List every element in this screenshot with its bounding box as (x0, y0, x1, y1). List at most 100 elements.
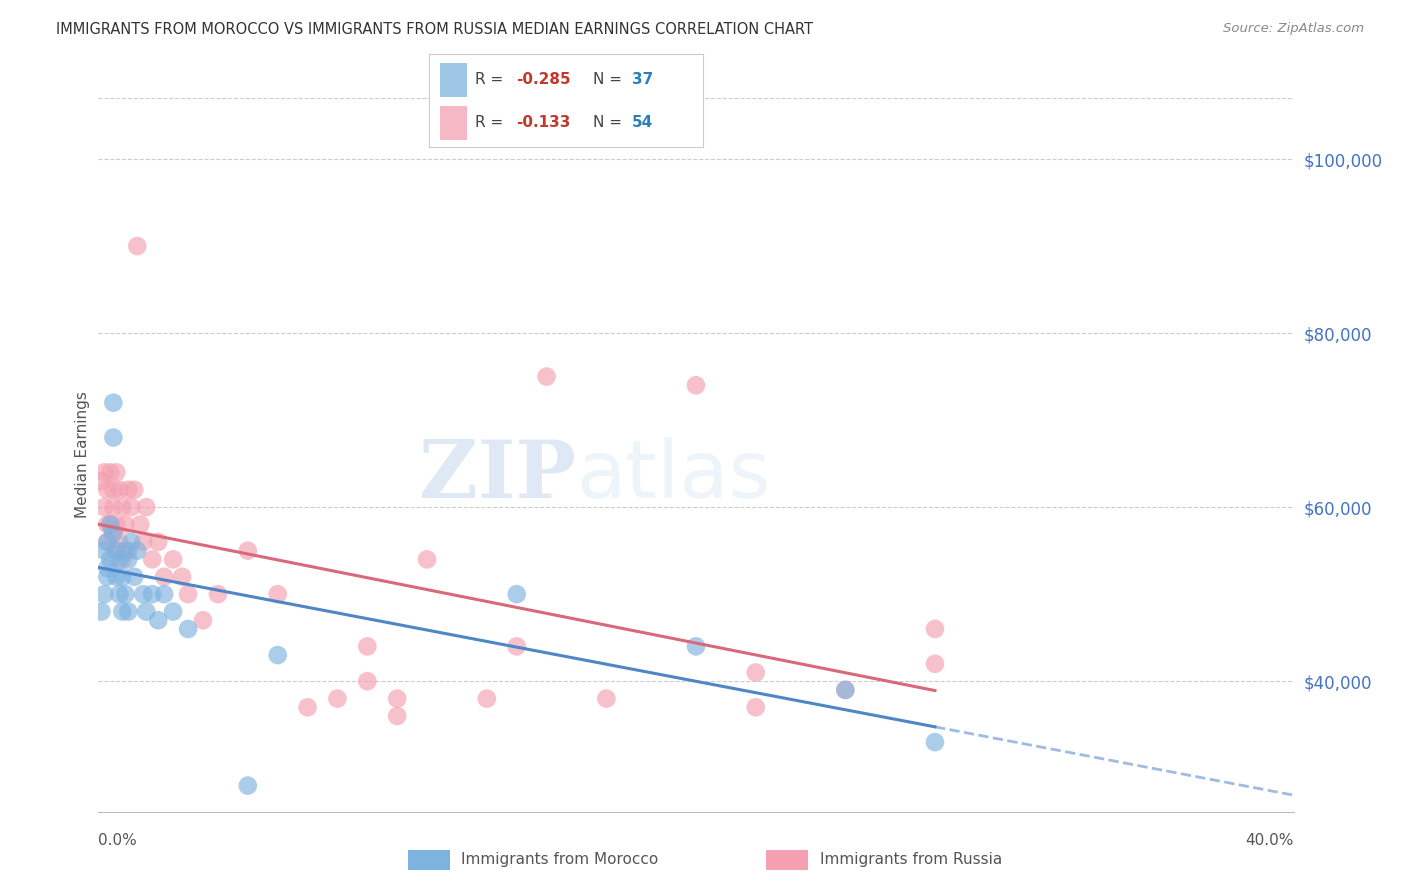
Point (96, 535, 118, 549)
Point (117, 605, 139, 619)
Point (924, 622, 946, 636)
Point (111, 605, 134, 619)
Point (96, 517, 118, 532)
Point (120, 500, 142, 515)
Point (191, 613, 214, 627)
Point (100, 466, 122, 480)
Point (127, 239, 149, 253)
Point (685, 640, 707, 654)
Point (100, 552, 122, 566)
Point (111, 552, 134, 566)
Point (108, 483, 131, 497)
Point (103, 500, 125, 515)
Text: Source: ZipAtlas.com: Source: ZipAtlas.com (1223, 22, 1364, 36)
Point (416, 552, 439, 566)
Point (834, 682, 856, 697)
Point (162, 605, 184, 619)
Point (105, 543, 128, 558)
Point (177, 587, 200, 601)
Point (120, 535, 142, 549)
Point (108, 552, 131, 566)
Text: N =: N = (593, 72, 627, 87)
Point (114, 543, 136, 558)
Point (685, 378, 707, 392)
Point (172, 570, 194, 584)
Point (834, 682, 856, 697)
Point (93, 500, 115, 515)
Point (105, 543, 128, 558)
Bar (440, 106, 467, 140)
Point (385, 709, 409, 723)
Point (114, 517, 136, 532)
Point (267, 648, 290, 662)
Point (105, 517, 128, 532)
Y-axis label: Median Earnings: Median Earnings (75, 392, 90, 518)
Point (177, 622, 200, 636)
Point (96, 570, 118, 584)
Point (135, 500, 157, 515)
Point (103, 483, 125, 497)
Point (385, 691, 409, 706)
Point (148, 535, 170, 549)
Point (96, 561, 118, 575)
Text: ZIP: ZIP (419, 437, 576, 516)
Point (326, 691, 349, 706)
Bar (440, 63, 467, 96)
Point (93, 543, 115, 558)
Point (100, 517, 122, 532)
Text: -0.133: -0.133 (516, 115, 571, 130)
Point (236, 779, 259, 793)
Point (100, 517, 122, 532)
Text: 54: 54 (631, 115, 652, 130)
Text: N =: N = (593, 115, 627, 130)
Point (114, 587, 136, 601)
Point (356, 674, 378, 689)
Point (108, 535, 131, 549)
Point (297, 700, 319, 714)
Point (96, 483, 118, 497)
Point (162, 552, 184, 566)
Point (117, 552, 139, 566)
Point (127, 543, 149, 558)
Point (103, 395, 125, 409)
Text: 0.0%: 0.0% (98, 833, 138, 848)
Point (356, 640, 378, 654)
Point (111, 500, 134, 515)
Point (105, 570, 128, 584)
Point (135, 605, 157, 619)
Point (153, 570, 176, 584)
Point (141, 552, 163, 566)
Text: IMMIGRANTS FROM MOROCCO VS IMMIGRANTS FROM RUSSIA MEDIAN EARNINGS CORRELATION CH: IMMIGRANTS FROM MOROCCO VS IMMIGRANTS FR… (56, 22, 813, 37)
Point (93, 587, 115, 601)
Point (96, 535, 118, 549)
Point (924, 735, 946, 749)
Point (132, 535, 155, 549)
Point (93, 466, 115, 480)
Text: Immigrants from Morocco: Immigrants from Morocco (461, 853, 658, 867)
Point (90, 605, 112, 619)
Text: R =: R = (475, 115, 509, 130)
Point (111, 570, 134, 584)
Text: Immigrants from Russia: Immigrants from Russia (820, 853, 1002, 867)
Point (105, 466, 128, 480)
Point (141, 587, 163, 601)
Point (103, 526, 125, 541)
Point (90, 474, 112, 488)
Text: atlas: atlas (576, 437, 770, 516)
Point (506, 587, 529, 601)
Text: R =: R = (475, 72, 509, 87)
Point (103, 526, 125, 541)
Point (148, 613, 170, 627)
Point (207, 587, 229, 601)
Point (506, 640, 529, 654)
Point (132, 587, 155, 601)
Point (267, 587, 290, 601)
Point (124, 483, 146, 497)
Text: -0.285: -0.285 (516, 72, 571, 87)
Point (124, 570, 146, 584)
Point (103, 430, 125, 444)
Point (153, 587, 176, 601)
Point (745, 700, 768, 714)
Point (236, 543, 259, 558)
Point (924, 657, 946, 671)
